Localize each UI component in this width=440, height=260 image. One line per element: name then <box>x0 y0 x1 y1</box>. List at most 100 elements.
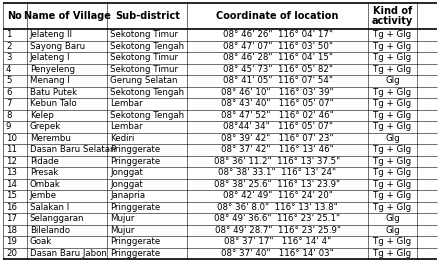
Text: Dasan Baru Jabon: Dasan Baru Jabon <box>30 249 107 258</box>
Text: Sayong Baru: Sayong Baru <box>30 42 85 51</box>
Text: 4: 4 <box>6 65 11 74</box>
Text: Tg + Glg: Tg + Glg <box>374 203 411 212</box>
Text: 08° 43' 40"   116° 05' 07": 08° 43' 40" 116° 05' 07" <box>221 99 334 108</box>
Text: 3: 3 <box>6 53 11 62</box>
Text: Glg: Glg <box>385 226 400 235</box>
Text: 6: 6 <box>6 88 11 97</box>
Text: Jonggat: Jonggat <box>110 168 143 177</box>
Text: 08°44' 34"   116° 05' 07": 08°44' 34" 116° 05' 07" <box>223 122 333 131</box>
Text: Pidade: Pidade <box>30 157 59 166</box>
Text: 08° 38' 33.1"  116° 13' 24": 08° 38' 33.1" 116° 13' 24" <box>218 168 337 177</box>
Text: 08° 36' 8.0"  116° 13' 13.8": 08° 36' 8.0" 116° 13' 13.8" <box>217 203 338 212</box>
Text: 17: 17 <box>6 214 17 223</box>
Text: 08° 49' 36.6"  116° 23' 25.1": 08° 49' 36.6" 116° 23' 25.1" <box>214 214 341 223</box>
Text: Tg + Glg: Tg + Glg <box>374 249 411 258</box>
Text: Jelateng II: Jelateng II <box>30 30 73 39</box>
Text: 08° 46' 26"  116° 04' 17": 08° 46' 26" 116° 04' 17" <box>223 30 333 39</box>
Text: 1: 1 <box>6 30 11 39</box>
Text: Tg + Glg: Tg + Glg <box>374 122 411 131</box>
Text: 18: 18 <box>6 226 17 235</box>
Text: Tg + Glg: Tg + Glg <box>374 237 411 246</box>
Text: 08° 45' 73"  116° 05' 82": 08° 45' 73" 116° 05' 82" <box>223 65 333 74</box>
Text: Glg: Glg <box>385 76 400 85</box>
Text: 13: 13 <box>6 168 17 177</box>
Text: Pringgerate: Pringgerate <box>110 237 161 246</box>
Text: Kediri: Kediri <box>110 134 135 143</box>
Text: Batu Putek: Batu Putek <box>30 88 77 97</box>
Text: Kind of
activity: Kind of activity <box>372 6 413 27</box>
Text: Tg + Glg: Tg + Glg <box>374 99 411 108</box>
Text: 15: 15 <box>6 191 17 200</box>
Text: No: No <box>7 11 22 21</box>
Text: 08° 38' 25.6"  116° 13' 23.9": 08° 38' 25.6" 116° 13' 23.9" <box>214 180 341 189</box>
Text: Sekotong Tengah: Sekotong Tengah <box>110 42 184 51</box>
Text: 16: 16 <box>6 203 17 212</box>
Text: Glg: Glg <box>385 134 400 143</box>
Text: 08° 42' 49"  116° 24' 20": 08° 42' 49" 116° 24' 20" <box>223 191 333 200</box>
Text: 2: 2 <box>6 42 11 51</box>
Text: Pringgerate: Pringgerate <box>110 249 161 258</box>
Text: Grepek: Grepek <box>30 122 61 131</box>
Text: Salakan I: Salakan I <box>30 203 69 212</box>
Text: Coordinate of location: Coordinate of location <box>216 11 339 21</box>
Text: 12: 12 <box>6 157 17 166</box>
Text: 9: 9 <box>6 122 11 131</box>
Text: Tg + Glg: Tg + Glg <box>374 30 411 39</box>
Text: Ombak: Ombak <box>30 180 61 189</box>
Text: 10: 10 <box>6 134 17 143</box>
Text: Dasan Baru Selatan: Dasan Baru Selatan <box>30 145 115 154</box>
Text: Sub-district: Sub-district <box>115 11 180 21</box>
Text: 08° 36' 11.2"  116° 13' 37.5": 08° 36' 11.2" 116° 13' 37.5" <box>214 157 341 166</box>
Text: Name of Village: Name of Village <box>24 11 110 21</box>
Text: Selanggaran: Selanggaran <box>30 214 84 223</box>
Text: Tg + Glg: Tg + Glg <box>374 65 411 74</box>
Text: Mujur: Mujur <box>110 226 135 235</box>
Text: Penyeleng: Penyeleng <box>30 65 75 74</box>
Text: Glg: Glg <box>385 214 400 223</box>
Text: 08° 49' 28.7"  116° 23' 25.9": 08° 49' 28.7" 116° 23' 25.9" <box>215 226 341 235</box>
Text: Sekotong Timur: Sekotong Timur <box>110 30 178 39</box>
Text: 08° 39' 42"   116° 07' 23": 08° 39' 42" 116° 07' 23" <box>221 134 334 143</box>
Text: Tg + Glg: Tg + Glg <box>374 180 411 189</box>
Text: Kelep: Kelep <box>30 111 54 120</box>
Text: Sekotong Timur: Sekotong Timur <box>110 53 178 62</box>
Text: Presak: Presak <box>30 168 58 177</box>
Text: 08° 37' 17"   116° 14' 4": 08° 37' 17" 116° 14' 4" <box>224 237 331 246</box>
Text: Jelateng I: Jelateng I <box>30 53 70 62</box>
Text: Sekotong Tengah: Sekotong Tengah <box>110 88 184 97</box>
Text: Sekotong Timur: Sekotong Timur <box>110 65 178 74</box>
Text: Merembu: Merembu <box>30 134 71 143</box>
Text: 08° 46' 10"   116° 03' 39": 08° 46' 10" 116° 03' 39" <box>221 88 334 97</box>
Text: Tg + Glg: Tg + Glg <box>374 168 411 177</box>
Text: Tg + Glg: Tg + Glg <box>374 145 411 154</box>
Text: Tg + Glg: Tg + Glg <box>374 191 411 200</box>
Text: Mujur: Mujur <box>110 214 135 223</box>
Text: 19: 19 <box>6 237 17 246</box>
Text: 8: 8 <box>6 111 11 120</box>
Text: 14: 14 <box>6 180 17 189</box>
Text: Kebun Talo: Kebun Talo <box>30 99 77 108</box>
Text: Tg + Glg: Tg + Glg <box>374 53 411 62</box>
Text: Sekotong Tengah: Sekotong Tengah <box>110 111 184 120</box>
Text: Tg + Glg: Tg + Glg <box>374 111 411 120</box>
Text: Bilelando: Bilelando <box>30 226 70 235</box>
Text: Tg + Glg: Tg + Glg <box>374 88 411 97</box>
Text: Jonggat: Jonggat <box>110 180 143 189</box>
Text: Pringgerate: Pringgerate <box>110 203 161 212</box>
Text: 20: 20 <box>6 249 17 258</box>
Text: 08° 37' 40"   116° 14' 03": 08° 37' 40" 116° 14' 03" <box>221 249 334 258</box>
Text: Pringgerate: Pringgerate <box>110 157 161 166</box>
Text: Tg + Glg: Tg + Glg <box>374 157 411 166</box>
Text: Gerung Selatan: Gerung Selatan <box>110 76 178 85</box>
Text: Pringgerate: Pringgerate <box>110 145 161 154</box>
Text: 08° 37' 42"   116° 13' 46": 08° 37' 42" 116° 13' 46" <box>221 145 334 154</box>
Text: 7: 7 <box>6 99 11 108</box>
Text: Jembe: Jembe <box>30 191 57 200</box>
Text: Lembar: Lembar <box>110 122 143 131</box>
Text: Goak: Goak <box>30 237 52 246</box>
Text: Menang I: Menang I <box>30 76 70 85</box>
Text: 08° 41' 05"  116° 07' 54": 08° 41' 05" 116° 07' 54" <box>223 76 333 85</box>
Text: 11: 11 <box>6 145 17 154</box>
Text: 08° 47' 07"  116° 03' 50": 08° 47' 07" 116° 03' 50" <box>223 42 333 51</box>
Text: 08° 46' 28"  116° 04' 15": 08° 46' 28" 116° 04' 15" <box>223 53 333 62</box>
